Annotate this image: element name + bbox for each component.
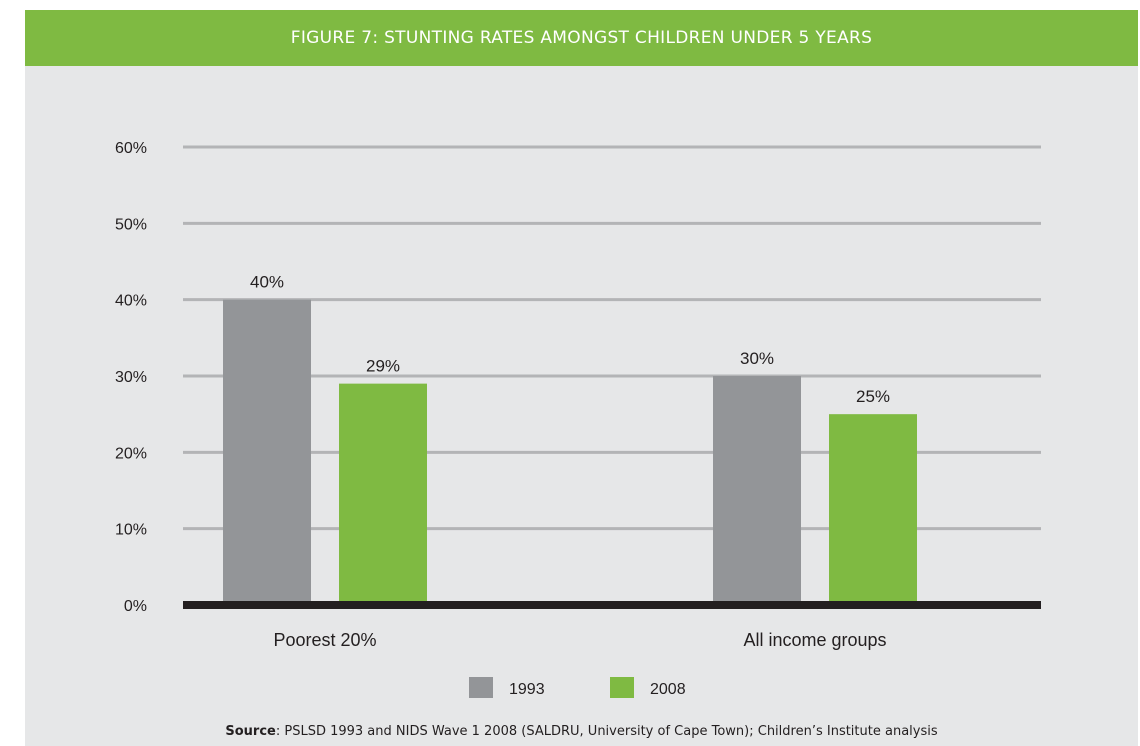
bar bbox=[339, 383, 427, 605]
bar bbox=[829, 414, 917, 605]
data-label: 30% bbox=[740, 349, 774, 368]
x-axis-baseline bbox=[183, 601, 1041, 609]
y-tick-label: 60% bbox=[115, 140, 147, 157]
legend-swatch bbox=[469, 677, 493, 698]
category-labels: Poorest 20% All income groups bbox=[273, 630, 886, 650]
bar-chart: 0% 10% 20% 30% 40% 50% 60% 40% 29% 30% 25% Poores… bbox=[115, 140, 1041, 698]
data-labels: 40% 29% 30% 25% bbox=[250, 273, 890, 407]
bars bbox=[223, 299, 917, 605]
legend: 1993 2008 bbox=[469, 677, 686, 698]
bar bbox=[223, 299, 311, 605]
y-axis-tick-labels: 0% 10% 20% 30% 40% 50% 60% bbox=[115, 140, 147, 615]
category-label: Poorest 20% bbox=[273, 630, 376, 650]
source-prefix: Source bbox=[225, 724, 276, 739]
baseline bbox=[183, 601, 1041, 609]
y-tick-label: 0% bbox=[124, 598, 147, 615]
figure-title: FIGURE 7: STUNTING RATES AMONGST CHILDRE… bbox=[25, 10, 1138, 66]
legend-label: 2008 bbox=[650, 681, 686, 698]
source-text: : PSLSD 1993 and NIDS Wave 1 2008 (SALDR… bbox=[275, 724, 938, 739]
figure-panel: FIGURE 7: STUNTING RATES AMONGST CHILDRE… bbox=[25, 10, 1138, 746]
category-label: All income groups bbox=[743, 630, 886, 650]
y-tick-label: 50% bbox=[115, 216, 147, 233]
bar bbox=[713, 376, 801, 605]
data-label: 25% bbox=[856, 387, 890, 406]
y-tick-label: 20% bbox=[115, 445, 147, 462]
y-tick-label: 30% bbox=[115, 369, 147, 386]
legend-label: 1993 bbox=[509, 681, 545, 698]
y-tick-label: 10% bbox=[115, 522, 147, 539]
legend-swatch bbox=[610, 677, 634, 698]
y-tick-label: 40% bbox=[115, 293, 147, 310]
data-label: 29% bbox=[366, 357, 400, 376]
data-label: 40% bbox=[250, 273, 284, 292]
source-note: Source: PSLSD 1993 and NIDS Wave 1 2008 … bbox=[25, 724, 1138, 739]
